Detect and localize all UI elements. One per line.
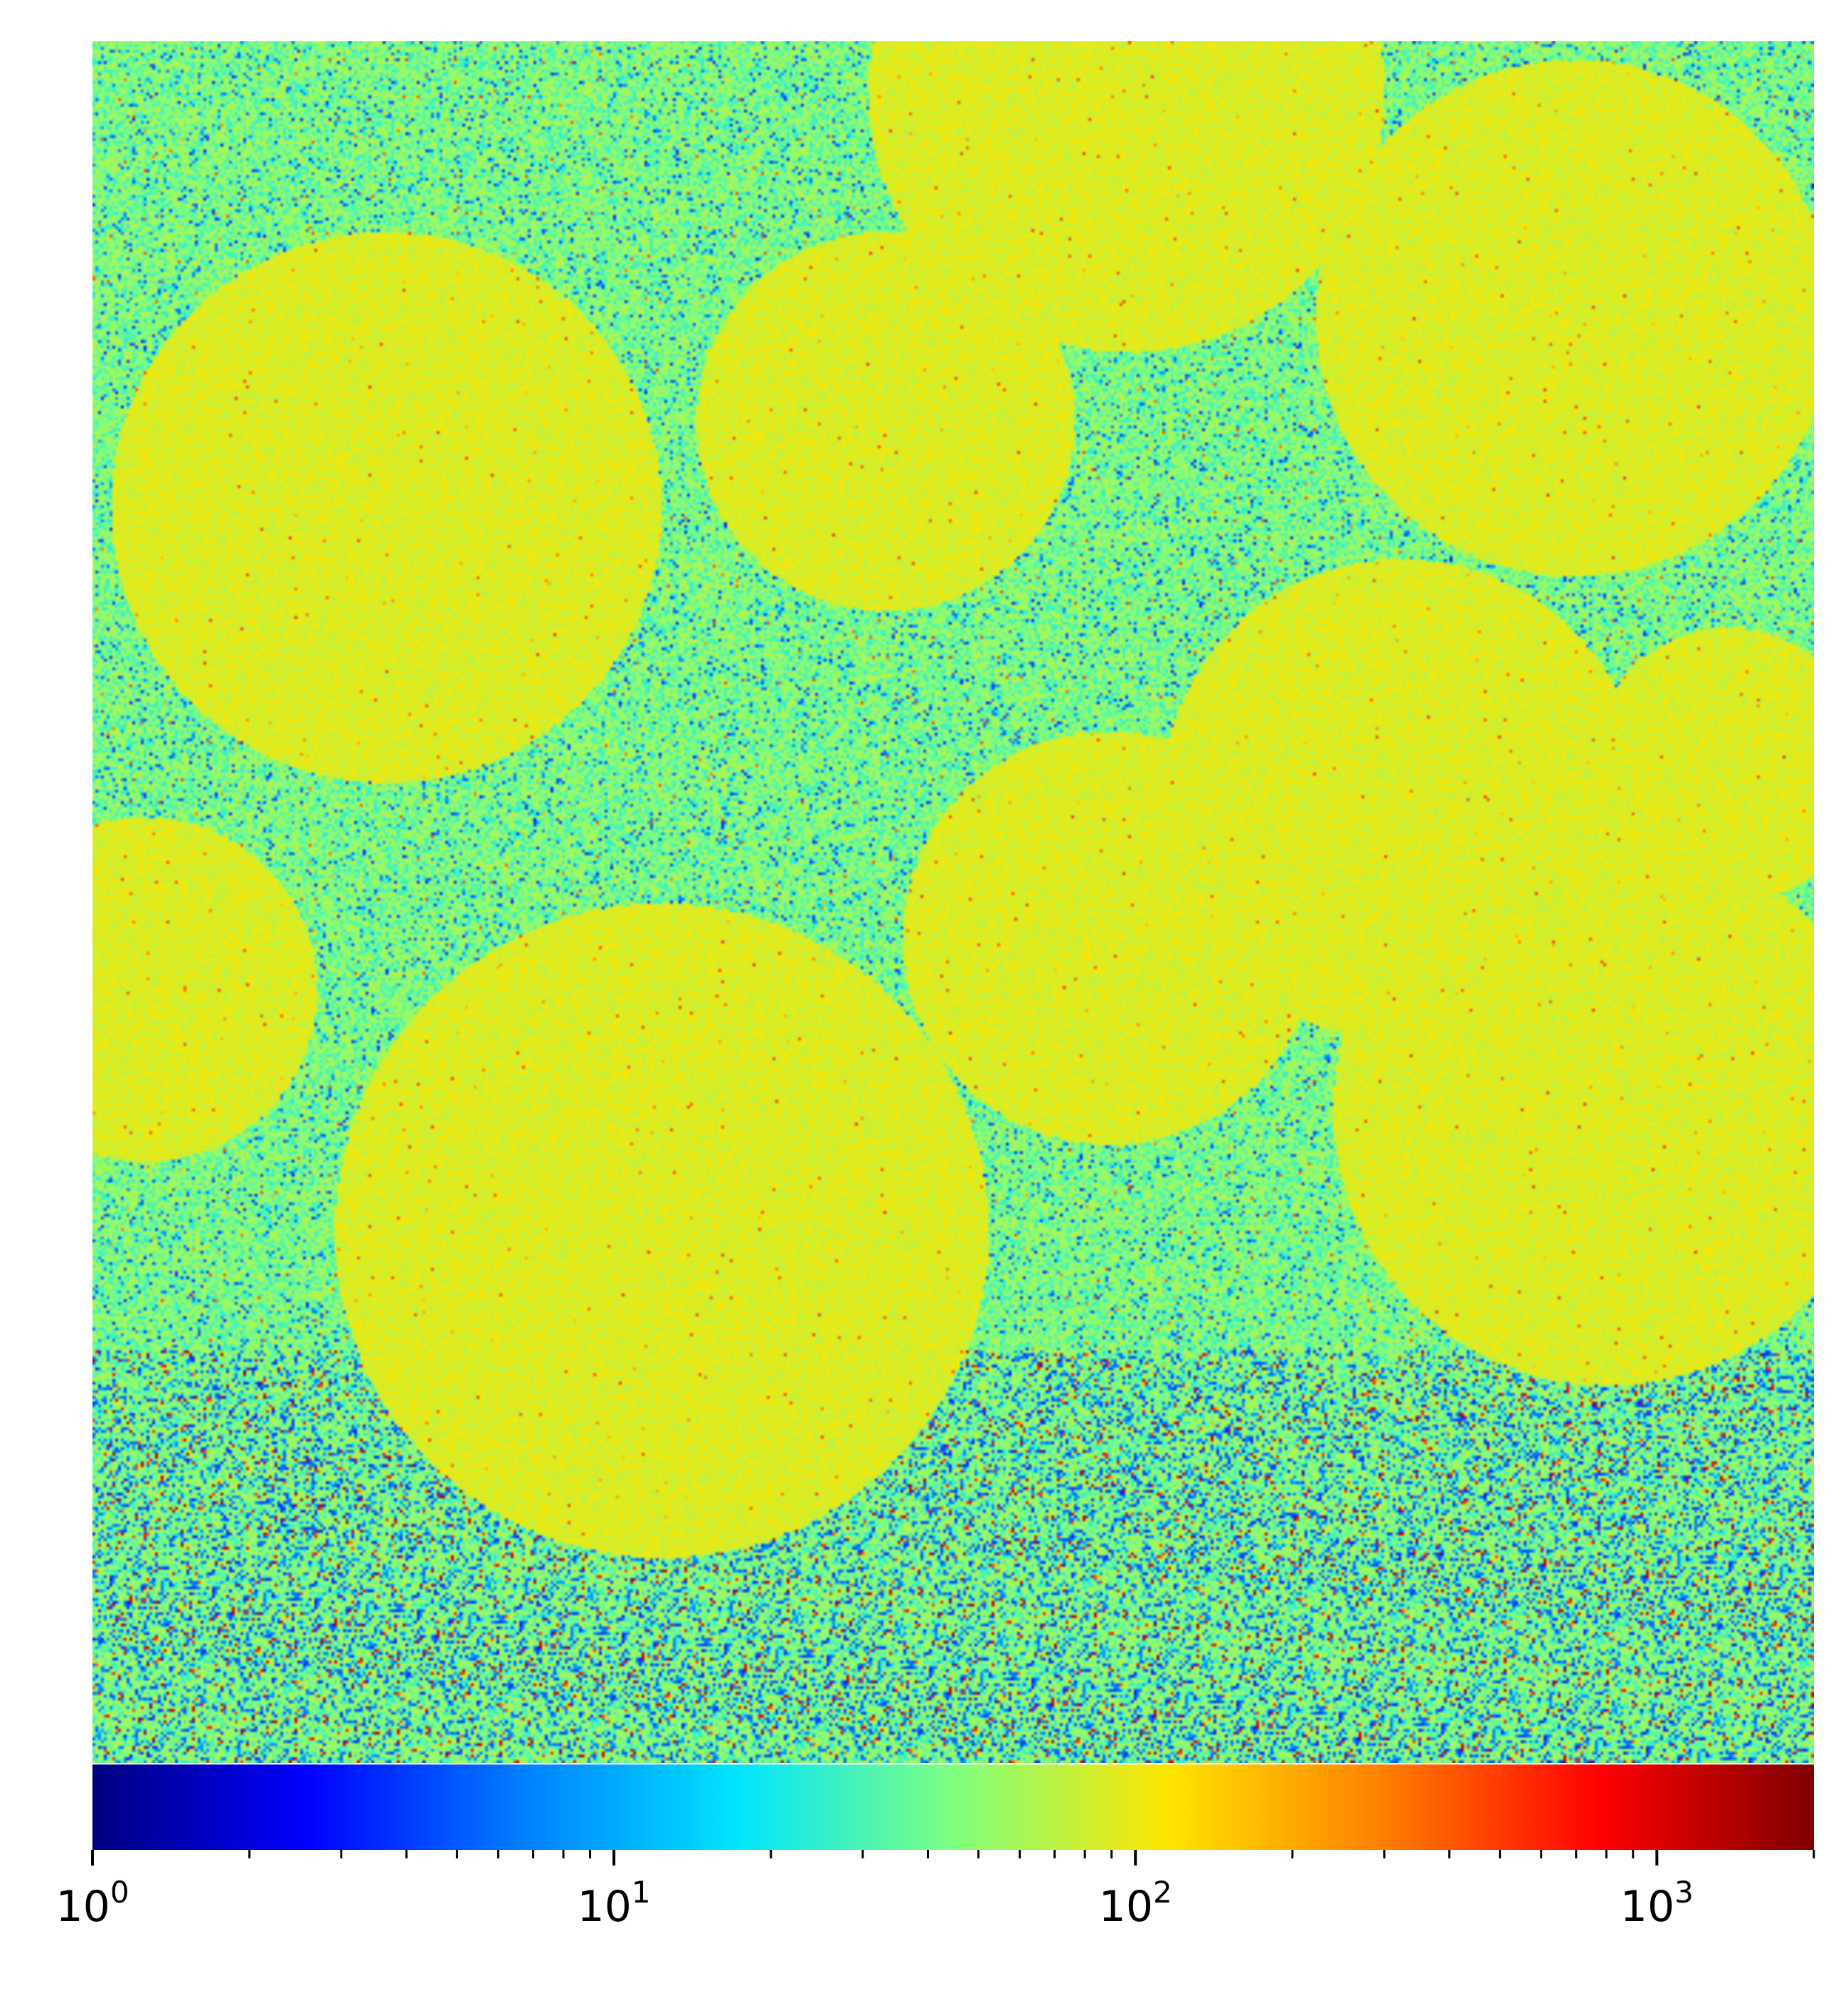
- colorbar-gradient: [92, 1764, 1814, 1850]
- tick-label-exponent: 0: [110, 1875, 129, 1910]
- colorbar-tick-label: 101: [578, 1875, 651, 1932]
- colorbar-tick-label: 100: [55, 1875, 129, 1932]
- heatmap-image: [92, 41, 1814, 1763]
- colorbar: 100 101 102 103: [55, 1764, 1815, 1932]
- colorbar-tick-label: 103: [1620, 1875, 1694, 1932]
- tick-label-exponent: 2: [1153, 1875, 1172, 1910]
- tick-label-base: 10: [55, 1882, 110, 1932]
- tick-label-base: 10: [1099, 1882, 1153, 1932]
- tick-label-exponent: 1: [632, 1875, 651, 1910]
- tick-label-base: 10: [578, 1882, 632, 1932]
- colorbar-tick-label: 102: [1099, 1875, 1172, 1932]
- tick-label-exponent: 3: [1674, 1875, 1694, 1910]
- tick-label-base: 10: [1620, 1882, 1674, 1932]
